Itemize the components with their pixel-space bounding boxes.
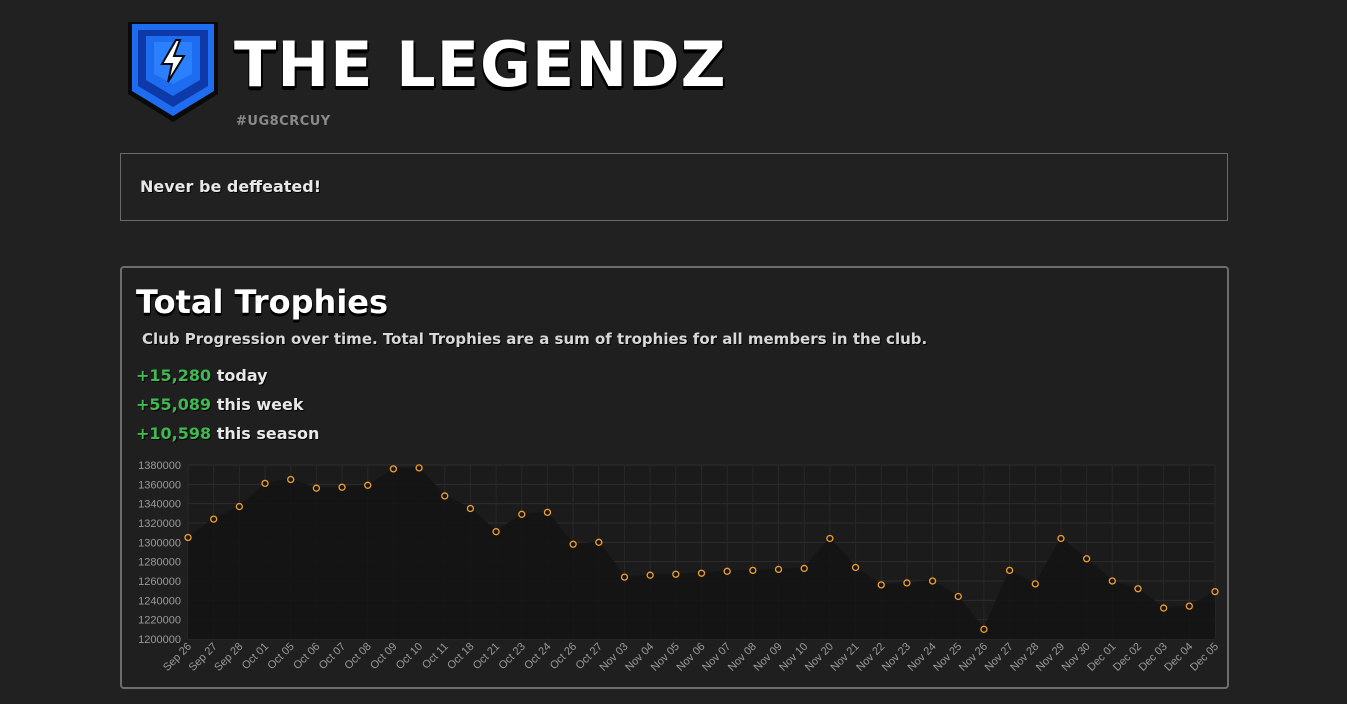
data-point [723, 567, 731, 575]
stat-label: this week [216, 395, 304, 414]
data-point [1134, 585, 1142, 593]
stat-label: this season [216, 424, 320, 443]
y-tick-label: 1240000 [138, 595, 181, 607]
stat-value: +10,598 [136, 424, 212, 443]
data-point [261, 479, 269, 488]
data-point [1031, 580, 1039, 588]
data-point [184, 533, 192, 542]
data-point [903, 579, 911, 587]
x-tick-label: Oct 05 [265, 641, 296, 672]
data-point [235, 502, 243, 511]
x-tick-label: Oct 18 [445, 641, 476, 672]
data-point [928, 577, 937, 585]
x-tick-label: Oct 24 [522, 641, 553, 672]
data-point [441, 492, 449, 500]
x-tick-label: Oct 10 [394, 641, 425, 672]
data-point [518, 510, 526, 518]
y-tick-label: 1280000 [138, 557, 181, 569]
data-point [980, 625, 988, 633]
y-tick-label: 1200000 [138, 634, 181, 646]
data-point [774, 565, 783, 574]
data-point [826, 534, 834, 543]
data-point [364, 481, 372, 489]
data-point [389, 465, 398, 473]
total-trophies-card: Total Trophies Club Progression over tim… [120, 266, 1229, 689]
data-point [851, 563, 860, 572]
y-tick-label: 1260000 [138, 576, 181, 588]
y-tick-label: 1320000 [138, 518, 181, 530]
data-point [1185, 602, 1193, 610]
club-badge-icon [128, 22, 218, 122]
club-tag[interactable]: #UG8CRCUY [236, 114, 331, 129]
y-tick-label: 1220000 [138, 615, 181, 627]
data-point [415, 464, 423, 472]
y-tick-label: 1300000 [138, 537, 181, 549]
x-tick-label: Oct 21 [471, 641, 502, 672]
y-tick-label: 1360000 [138, 479, 181, 491]
y-tick-label: 1340000 [138, 499, 181, 511]
data-point [1211, 587, 1219, 596]
data-point [492, 528, 500, 536]
x-tick-label: Oct 08 [342, 641, 373, 672]
data-point [287, 475, 295, 484]
stat-value: +15,280 [136, 366, 212, 385]
series-area [188, 467, 1215, 639]
stat-season: +10,598 this season [136, 424, 319, 443]
x-tick-label: Oct 06 [291, 641, 322, 672]
x-tick-label: Sep 28 [212, 641, 245, 674]
data-point [646, 571, 654, 579]
card-title: Total Trophies [136, 283, 389, 321]
x-tick-label: Oct 07 [317, 641, 348, 672]
x-tick-label: Dec 05 [1188, 641, 1221, 674]
stat-week: +55,089 this week [136, 395, 303, 414]
data-point [800, 564, 808, 573]
data-point [1057, 534, 1065, 543]
data-point [569, 540, 577, 548]
data-point [466, 504, 475, 513]
data-point [749, 566, 757, 575]
club-description-box: Never be deffeated! [120, 153, 1228, 221]
y-tick-label: 1380000 [138, 460, 181, 472]
data-point [210, 515, 218, 523]
data-point [697, 569, 706, 577]
trophy-line-chart[interactable]: 1200000 1220000 1240000 1260000 1280000 13000… [122, 453, 1227, 687]
club-description: Never be deffeated! [140, 177, 322, 196]
x-tick-label: Oct 26 [548, 641, 579, 672]
card-subtitle: Club Progression over time. Total Trophi… [142, 330, 928, 348]
x-tick-label: Oct 23 [496, 641, 527, 672]
data-point [954, 592, 962, 601]
club-name: THE LEGENDZ [234, 28, 727, 101]
data-point [1082, 555, 1091, 563]
data-point [338, 483, 346, 491]
data-point [1160, 604, 1168, 612]
x-tick-label: Oct 09 [368, 641, 399, 672]
data-point [620, 573, 629, 581]
stat-today: +15,280 today [136, 366, 268, 385]
data-point [595, 538, 603, 546]
club-header: THE LEGENDZ #UG8CRCUY [124, 18, 824, 133]
data-point [543, 508, 552, 517]
data-point [1005, 566, 1014, 575]
stat-label: today [216, 366, 268, 385]
x-tick-label: Oct 01 [240, 641, 271, 672]
data-point [672, 570, 680, 578]
data-point [1108, 577, 1116, 585]
stat-value: +55,089 [136, 395, 212, 414]
x-tick-label: Oct 11 [420, 641, 451, 672]
data-point [877, 581, 885, 589]
data-point [312, 484, 321, 492]
series-line [187, 467, 1216, 631]
